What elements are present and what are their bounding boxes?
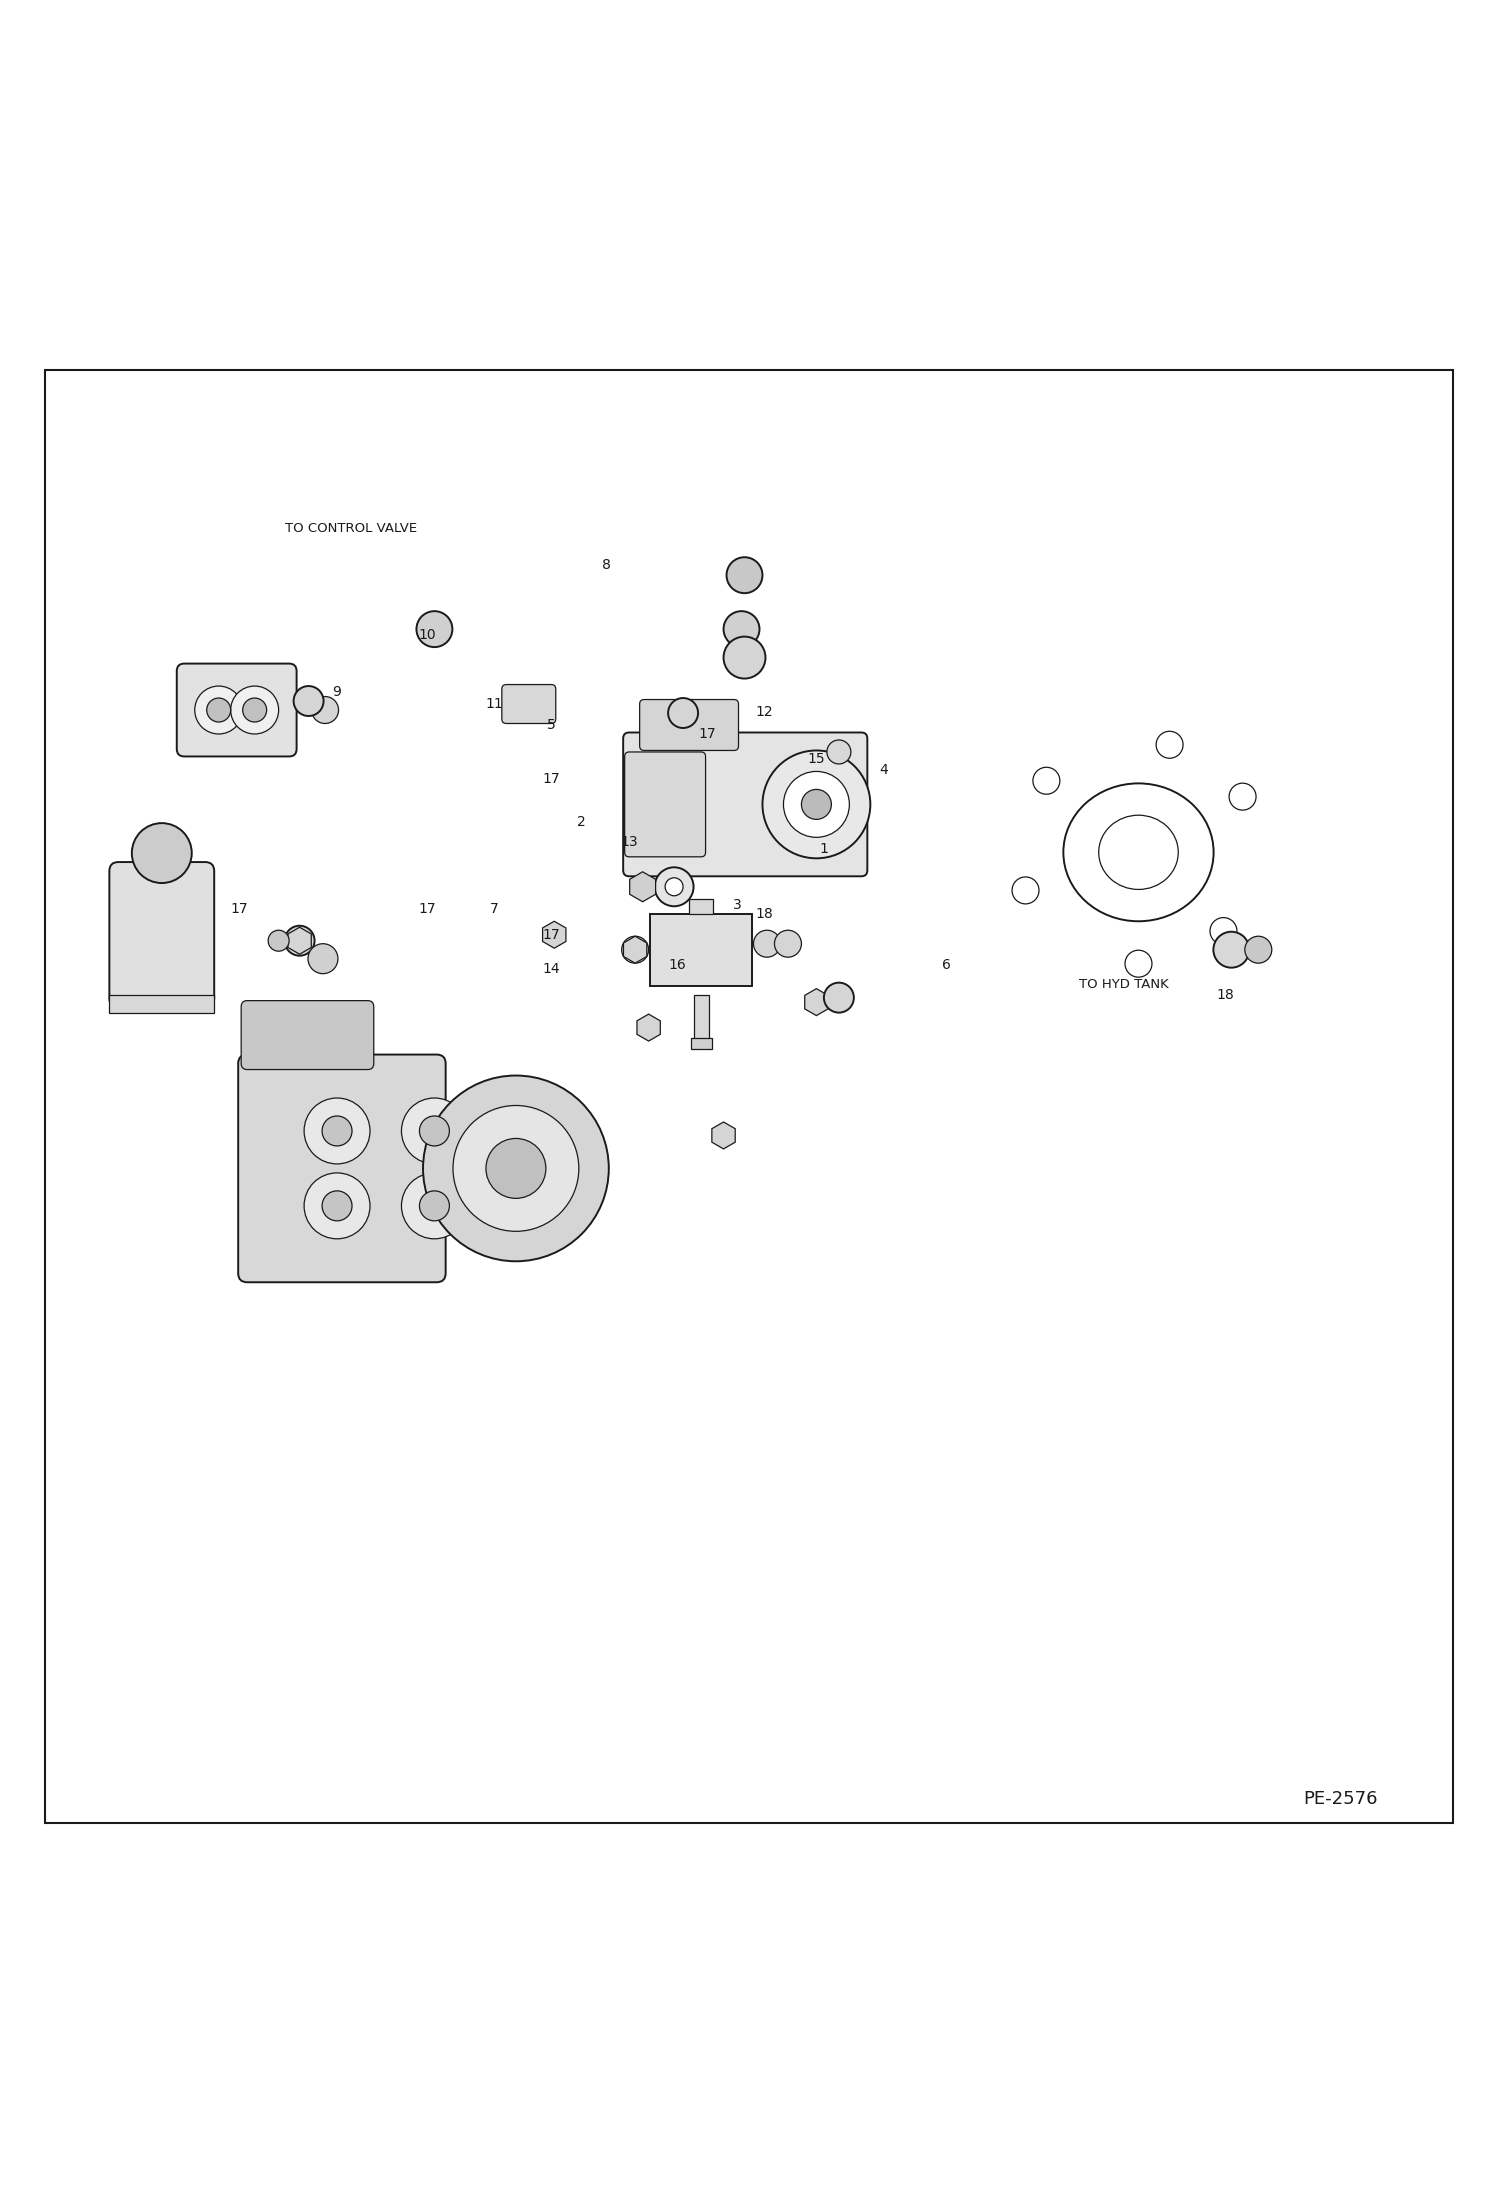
Text: 1: 1 (819, 842, 828, 855)
Bar (691, 1037, 712, 1048)
Circle shape (801, 789, 831, 820)
FancyBboxPatch shape (623, 732, 867, 877)
Circle shape (243, 697, 267, 721)
Text: 13: 13 (620, 836, 638, 849)
Bar (689, 899, 713, 914)
Circle shape (1125, 950, 1152, 978)
Circle shape (668, 697, 698, 728)
Text: 17: 17 (418, 901, 436, 917)
Circle shape (231, 686, 279, 735)
Text: 11: 11 (485, 697, 503, 711)
Circle shape (622, 936, 649, 963)
Circle shape (485, 1138, 545, 1197)
Circle shape (1156, 730, 1183, 759)
Circle shape (309, 943, 339, 974)
Circle shape (419, 1191, 449, 1222)
FancyBboxPatch shape (502, 684, 556, 724)
Circle shape (195, 686, 243, 735)
FancyBboxPatch shape (238, 1055, 446, 1283)
Text: 18: 18 (755, 906, 773, 921)
Text: 17: 17 (231, 901, 249, 917)
Circle shape (1213, 932, 1249, 967)
Ellipse shape (1098, 816, 1179, 890)
Text: TO CONTROL VALVE: TO CONTROL VALVE (285, 522, 416, 535)
Text: 9: 9 (333, 684, 342, 700)
FancyBboxPatch shape (241, 1000, 374, 1070)
Circle shape (665, 877, 683, 895)
Circle shape (655, 866, 694, 906)
Text: 10: 10 (418, 627, 436, 643)
Circle shape (401, 1099, 467, 1164)
Circle shape (422, 1075, 608, 1261)
FancyBboxPatch shape (640, 700, 739, 750)
Text: 17: 17 (542, 928, 560, 941)
Circle shape (762, 750, 870, 857)
Circle shape (322, 1116, 352, 1147)
Text: 18: 18 (1216, 987, 1234, 1002)
Text: 17: 17 (698, 728, 716, 741)
Circle shape (827, 739, 851, 763)
Text: TO HYD TANK: TO HYD TANK (1079, 978, 1168, 991)
Ellipse shape (1064, 783, 1213, 921)
Circle shape (1245, 936, 1272, 963)
Text: 2: 2 (577, 816, 586, 829)
Circle shape (322, 1191, 352, 1222)
Circle shape (1210, 917, 1237, 945)
Circle shape (783, 772, 849, 838)
Circle shape (724, 612, 759, 647)
Circle shape (401, 1173, 467, 1239)
Bar (109, 996, 214, 1013)
FancyBboxPatch shape (109, 862, 214, 1007)
Bar (694, 996, 709, 1042)
Text: 6: 6 (942, 958, 951, 971)
Circle shape (774, 930, 801, 956)
Text: 3: 3 (733, 897, 742, 912)
Text: 12: 12 (755, 704, 773, 719)
Text: 14: 14 (542, 963, 560, 976)
Circle shape (452, 1105, 578, 1230)
Text: 7: 7 (490, 901, 499, 917)
FancyBboxPatch shape (625, 752, 706, 857)
Circle shape (1013, 877, 1040, 904)
Text: PE-2576: PE-2576 (1303, 1789, 1378, 1807)
Circle shape (132, 822, 192, 884)
Circle shape (285, 925, 315, 956)
Text: 5: 5 (547, 717, 556, 732)
Text: 16: 16 (668, 958, 686, 971)
Circle shape (724, 636, 765, 678)
Circle shape (294, 686, 324, 715)
Circle shape (304, 1099, 370, 1164)
Text: 17: 17 (542, 772, 560, 785)
Text: 4: 4 (879, 763, 888, 776)
FancyBboxPatch shape (177, 664, 297, 757)
Circle shape (304, 1173, 370, 1239)
Circle shape (419, 1116, 449, 1147)
Text: 8: 8 (602, 557, 611, 572)
Circle shape (824, 982, 854, 1013)
Circle shape (1034, 768, 1061, 794)
Circle shape (207, 697, 231, 721)
Ellipse shape (962, 689, 1315, 1015)
Text: 15: 15 (807, 752, 825, 765)
Bar (650, 914, 752, 985)
Circle shape (268, 930, 289, 952)
Circle shape (312, 697, 339, 724)
Circle shape (727, 557, 762, 592)
Circle shape (753, 930, 780, 956)
Circle shape (1228, 783, 1255, 809)
Circle shape (416, 612, 452, 647)
